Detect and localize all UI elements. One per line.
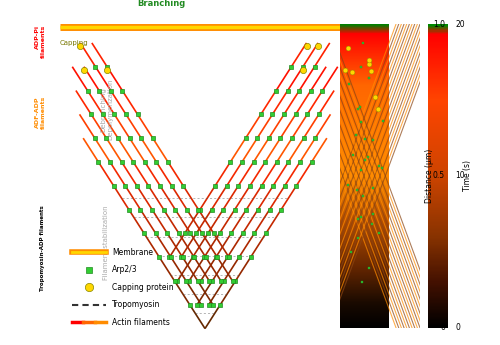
Text: ADF-ADP
filaments: ADF-ADP filaments	[34, 96, 46, 129]
Text: 0.5: 0.5	[433, 171, 445, 180]
Text: 0: 0	[440, 323, 445, 332]
Text: Capping: Capping	[60, 40, 88, 46]
Text: Tropomyosin: Tropomyosin	[112, 300, 160, 309]
Text: Distance (μm): Distance (μm)	[426, 149, 434, 203]
Text: Branching: Branching	[138, 0, 186, 8]
Text: Filament stabilization: Filament stabilization	[104, 206, 110, 280]
Text: ADP-Pi
filaments: ADP-Pi filaments	[34, 25, 46, 58]
Text: Time (s): Time (s)	[463, 160, 472, 191]
Text: Arp2/3: Arp2/3	[112, 265, 138, 274]
Text: 10: 10	[455, 171, 464, 180]
Text: 0: 0	[455, 323, 460, 332]
Text: Tropomyosin-ADP filaments: Tropomyosin-ADP filaments	[40, 205, 46, 290]
Text: 20: 20	[455, 20, 464, 29]
Text: 1.0: 1.0	[433, 20, 445, 29]
Text: Membrane: Membrane	[112, 248, 153, 257]
Text: Capping protein: Capping protein	[112, 283, 174, 292]
Text: Actin filaments: Actin filaments	[112, 318, 170, 327]
Text: Debranching
Depolymerization: Debranching Depolymerization	[100, 79, 113, 140]
